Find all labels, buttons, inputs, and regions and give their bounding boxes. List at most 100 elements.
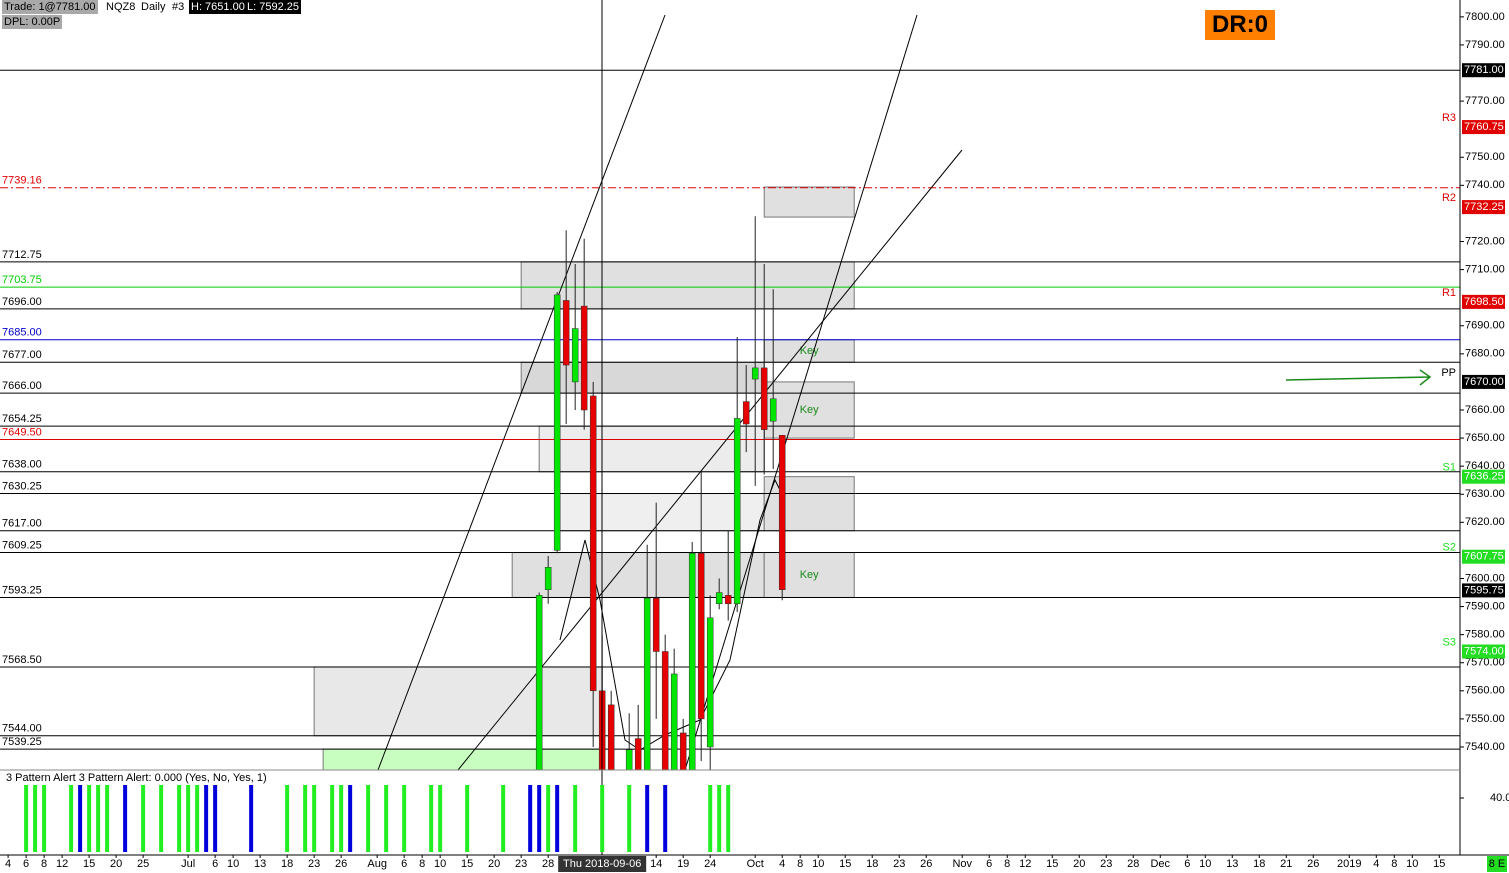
alert-bar — [546, 785, 551, 852]
candle-body — [625, 749, 633, 770]
pivot-name: S3 — [1443, 636, 1456, 648]
alert-bar — [600, 785, 605, 852]
x-tick-label: 10 — [227, 858, 239, 870]
x-tick-label: 18 — [866, 858, 878, 870]
x-tick-label: 24 — [704, 858, 716, 870]
y-tick-label: 7590.00 — [1465, 600, 1505, 612]
y-tick-label: 7660.00 — [1465, 404, 1505, 416]
alert-bar — [402, 785, 407, 852]
candle-body — [607, 704, 615, 770]
x-tick-label: 10 — [1406, 858, 1418, 870]
y-tick-label: 7680.00 — [1465, 348, 1505, 360]
candle-body — [571, 328, 579, 383]
dr-badge: DR:0 — [1205, 10, 1275, 40]
x-tick-label: 8 — [41, 858, 47, 870]
y-tick-label: 7560.00 — [1465, 685, 1505, 697]
alert-bar — [339, 785, 344, 852]
level-label: 7685.00 — [2, 327, 42, 339]
candle-body — [544, 567, 552, 590]
x-tick-label: 8 — [1391, 858, 1397, 870]
x-tick-label: 6 — [986, 858, 992, 870]
x-tick-label: 26 — [1307, 858, 1319, 870]
candle-body — [778, 435, 786, 590]
price-tag-label: 7698.50 — [1464, 296, 1504, 308]
x-tick-label: 20 — [110, 858, 122, 870]
price-tag-label: 7574.00 — [1464, 645, 1504, 657]
x-tick-label: Aug — [367, 858, 387, 870]
pivot-name: S2 — [1443, 542, 1456, 554]
y-tick-label: 7690.00 — [1465, 320, 1505, 332]
candle-body — [724, 595, 732, 605]
alert-bar — [330, 785, 335, 852]
level-label: 7609.25 — [2, 539, 42, 551]
candle-body — [715, 592, 723, 605]
alert-bar — [537, 785, 542, 852]
x-tick-label: 8 — [419, 858, 425, 870]
alert-bar — [501, 785, 506, 852]
candle-body — [589, 395, 597, 692]
candle-body — [634, 738, 642, 770]
x-tick-label: 10 — [434, 858, 446, 870]
x-tick-label: 15 — [1046, 858, 1058, 870]
price-tag-label: 7636.25 — [1464, 471, 1504, 483]
zone — [313, 666, 603, 737]
x-tick-label: Nov — [952, 858, 972, 870]
alert-bar — [384, 785, 389, 852]
x-tick-label: 18 — [281, 858, 293, 870]
x-tick-label: 15 — [1433, 858, 1445, 870]
level-label: 7593.25 — [2, 584, 42, 596]
alert-bar — [663, 785, 668, 852]
price-axis-labels: 7800.00 7790.00 7770.00 7750.00 7740.00 7720.… — [1441, 11, 1505, 753]
alert-bar — [213, 785, 218, 852]
level-label: 7617.00 — [2, 518, 42, 530]
pp-arrow — [1285, 369, 1432, 386]
y-tick-label: 7630.00 — [1465, 488, 1505, 500]
level-label: 7630.25 — [2, 480, 42, 492]
trade-info: Trade: 1@7781.00 — [2, 0, 98, 14]
alert-bar — [627, 785, 632, 852]
zone-label: Key — [800, 404, 819, 416]
y-tick-label: 7540.00 — [1465, 741, 1505, 753]
x-tick-label: 15 — [83, 858, 95, 870]
price-tag — [1462, 583, 1505, 598]
x-tick-label: Jul — [181, 858, 195, 870]
alert-bar — [123, 785, 128, 852]
x-tick-label: 25 — [137, 858, 149, 870]
x-tick-label: Oct — [747, 858, 764, 870]
y-tick-label: 7800.00 — [1465, 11, 1505, 23]
candle-body — [760, 367, 768, 430]
high: H: 7651.00 — [189, 0, 247, 14]
alert-bar — [24, 785, 29, 852]
zone — [538, 425, 765, 473]
indicator-title: 3 Pattern Alert 3 Pattern Alert: 0.000 (… — [6, 772, 267, 784]
price-tag — [1462, 200, 1505, 215]
alert-bar — [204, 785, 209, 852]
x-tick-label: 19 — [677, 858, 689, 870]
pivot-name: R1 — [1442, 287, 1456, 299]
alert-bar — [141, 785, 146, 852]
y-tick-label: 7640.00 — [1465, 460, 1505, 472]
price-tag-label: 7595.75 — [1464, 584, 1504, 596]
y-tick-label: 7550.00 — [1465, 713, 1505, 725]
price-tag-label: 7760.75 — [1464, 121, 1504, 133]
x-tick-label: 14 — [650, 858, 662, 870]
alert-bar — [78, 785, 83, 852]
x-tick-label: 6 — [212, 858, 218, 870]
x-tick-label: 28 — [542, 858, 554, 870]
dpl: DPL: 0.00P — [2, 15, 63, 29]
level-label: 7568.50 — [2, 654, 42, 666]
x-tick-label: 4 — [1373, 858, 1379, 870]
arrow — [1285, 369, 1432, 386]
candle-body — [706, 617, 714, 748]
candle-body — [580, 305, 588, 411]
level-label: 7739.16 — [2, 175, 42, 187]
x-tick-label: 26 — [335, 858, 347, 870]
y-tick-label: 7790.00 — [1465, 39, 1505, 51]
pivot-name: PP — [1441, 367, 1456, 379]
alert-bar — [726, 785, 731, 852]
candle-body — [751, 367, 759, 380]
low: L: 7592.25 — [245, 0, 301, 14]
alert-bar — [303, 785, 308, 852]
x-tick-label: 13 — [1226, 858, 1238, 870]
